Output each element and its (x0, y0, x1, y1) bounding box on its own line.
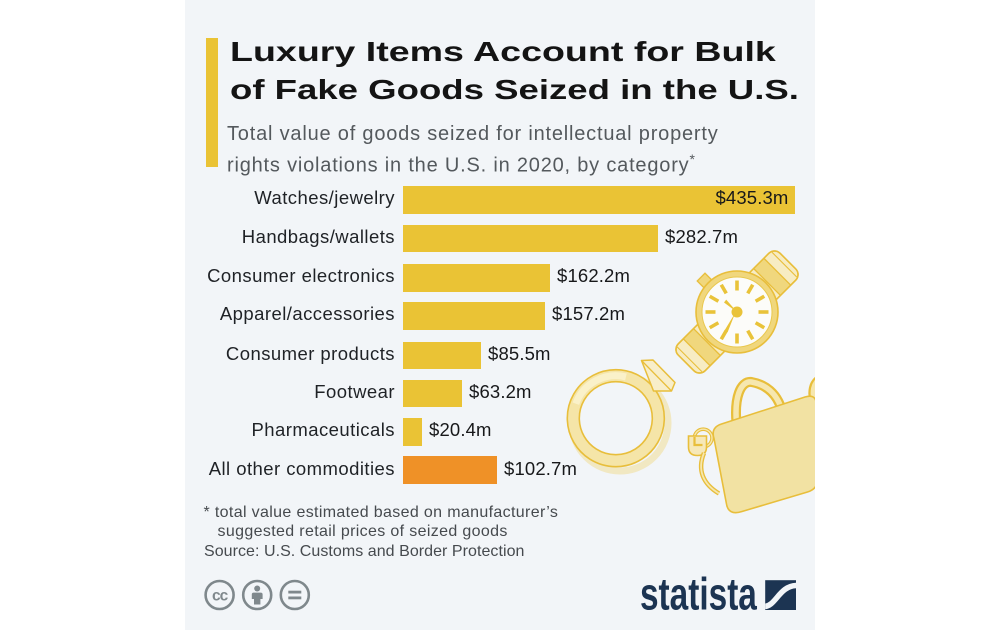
svg-text:cc: cc (212, 588, 229, 605)
svg-text:statista: statista (640, 570, 758, 620)
